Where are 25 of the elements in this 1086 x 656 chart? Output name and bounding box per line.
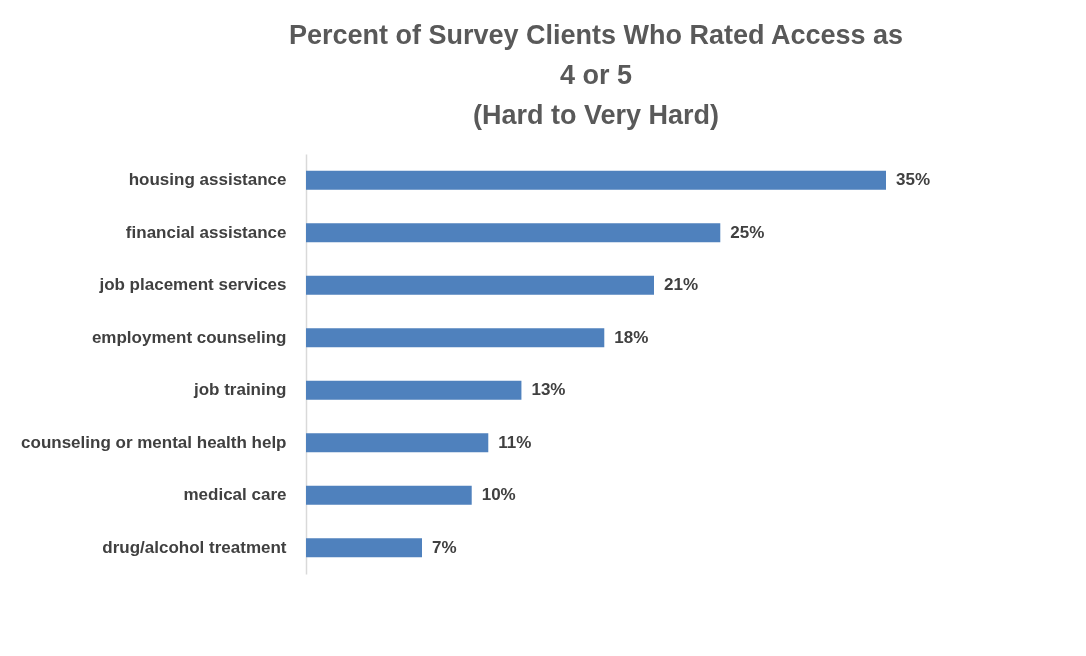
y-tick-label: counseling or mental health help (21, 432, 287, 452)
bar (306, 223, 721, 243)
bar (306, 433, 489, 453)
y-tick-label: medical care (183, 485, 287, 505)
bar (306, 538, 422, 558)
y-tick-label: financial assistance (125, 222, 287, 242)
bar (306, 275, 654, 295)
y-tick-label: housing assistance (128, 170, 287, 190)
data-label: 35% (896, 170, 931, 190)
y-tick-label: job placement services (98, 275, 287, 295)
bar (306, 328, 605, 348)
bar (306, 170, 886, 190)
bar (306, 380, 522, 400)
data-label: 18% (614, 327, 649, 347)
chart-title: Percent of Survey Clients Who Rated Access as 4 or 5 (Hard to Very Hard) (288, 20, 904, 130)
y-tick-label: employment counseling (91, 327, 287, 347)
y-tick-label: drug/alcohol treatment (102, 537, 287, 557)
data-label: 10% (481, 485, 516, 505)
data-label: 25% (730, 222, 765, 242)
y-tick-label: job training (192, 380, 287, 400)
data-label: 21% (664, 275, 699, 295)
bar (306, 485, 472, 505)
data-label: 7% (432, 537, 457, 557)
data-label: 11% (498, 432, 532, 452)
data-label: 13% (531, 380, 566, 400)
